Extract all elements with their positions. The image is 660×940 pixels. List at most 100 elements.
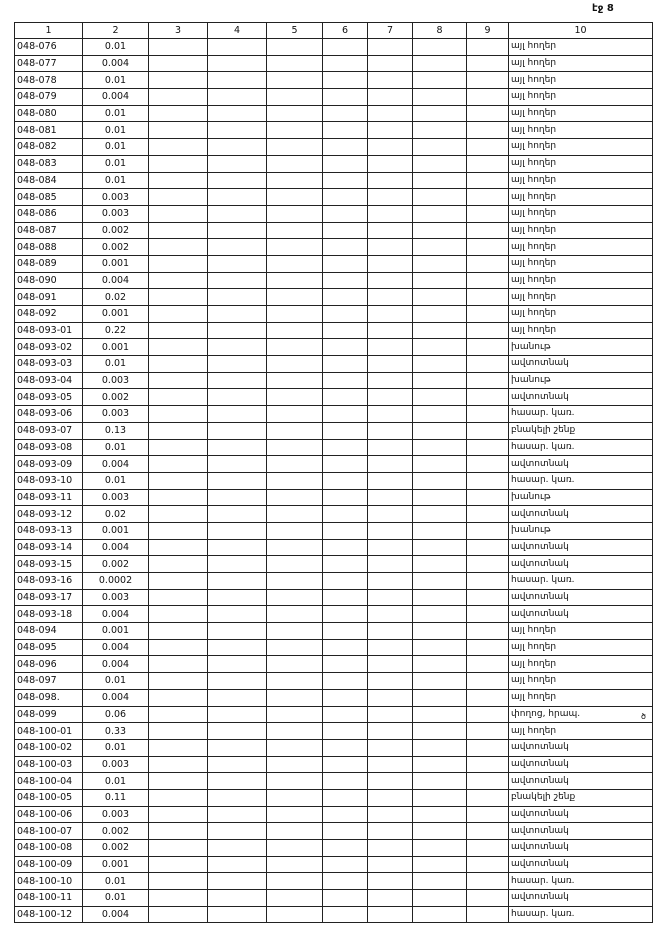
empty-cell (466, 138, 509, 156)
empty-cell (266, 672, 323, 690)
empty-cell (207, 822, 267, 840)
parcel-code: 048-093-02 (14, 338, 83, 357)
area-value: 0.01 (82, 672, 149, 690)
empty-cell (207, 154, 267, 173)
empty-cell (322, 471, 368, 490)
parcel-code: 048-093-05 (14, 388, 83, 407)
table-row: 048-078 0.01 այլ հողեր (14, 71, 653, 90)
table-row: 048-093-17 0.003 ավտոտնակ (14, 588, 653, 607)
empty-cell (367, 788, 413, 807)
parcel-code: 048-100-12 (14, 905, 83, 924)
page-number: էջ 8 (592, 3, 614, 14)
empty-cell (466, 755, 509, 774)
empty-cell (466, 54, 509, 73)
empty-cell (466, 538, 509, 557)
empty-cell (148, 538, 208, 557)
empty-cell (322, 388, 368, 407)
land-use: այլ հողեր (508, 221, 653, 240)
empty-cell (466, 688, 509, 707)
table-row: 048-099 0.06 փողոց, հրապ. (14, 705, 653, 724)
table-row: 048-076 0.01 այլ հողեր (14, 38, 653, 56)
empty-cell (412, 772, 467, 790)
empty-cell (207, 805, 267, 824)
area-value: 0.01 (82, 104, 149, 123)
empty-cell (367, 338, 413, 357)
land-use: ավտոտնակ (508, 355, 653, 373)
parcel-code: 048-090 (14, 271, 83, 290)
empty-cell (207, 254, 267, 273)
empty-cell (367, 521, 413, 540)
empty-cell (266, 104, 323, 123)
land-use: խանութ (508, 521, 653, 540)
empty-cell (148, 288, 208, 306)
empty-cell (207, 121, 267, 140)
empty-cell (367, 655, 413, 674)
empty-cell (266, 405, 323, 423)
empty-cell (367, 238, 413, 256)
area-value: 0.003 (82, 405, 149, 423)
area-value: 0.001 (82, 521, 149, 540)
empty-cell (207, 788, 267, 807)
table-body: 048-076 0.01 այլ հողեր 048-077 0.004 այլ հողե… (14, 38, 653, 924)
table-row: 048-091 0.02 այլ հողեր (14, 288, 653, 306)
empty-cell (322, 705, 368, 724)
column-header: 5 (266, 22, 323, 39)
land-use: ավտոտնակ (508, 889, 653, 907)
empty-cell (266, 905, 323, 924)
empty-cell (207, 889, 267, 907)
area-value: 0.01 (82, 889, 149, 907)
empty-cell (207, 471, 267, 490)
empty-cell (412, 471, 467, 490)
land-use: ավտոտնակ (508, 755, 653, 774)
land-use: այլ հողեր (508, 71, 653, 90)
empty-cell (148, 121, 208, 140)
empty-cell (466, 705, 509, 724)
empty-cell (148, 588, 208, 607)
parcel-code: 048-100-02 (14, 738, 83, 757)
empty-cell (412, 421, 467, 440)
empty-cell (367, 722, 413, 740)
empty-cell (367, 471, 413, 490)
parcel-code: 048-098. (14, 688, 83, 707)
empty-cell (367, 738, 413, 757)
table-row: 048-089 0.001 այլ հողեր (14, 254, 653, 273)
area-value: 0.22 (82, 321, 149, 340)
empty-cell (322, 221, 368, 240)
empty-cell (412, 889, 467, 907)
empty-cell (367, 405, 413, 423)
empty-cell (148, 371, 208, 390)
empty-cell (266, 655, 323, 674)
land-use: այլ հողեր (508, 722, 653, 740)
parcel-code: 048-078 (14, 71, 83, 90)
land-use: այլ հողեր (508, 254, 653, 273)
empty-cell (207, 588, 267, 607)
empty-cell (466, 521, 509, 540)
area-value: 0.004 (82, 638, 149, 657)
area-value: 0.01 (82, 121, 149, 140)
empty-cell (207, 655, 267, 674)
empty-cell (367, 872, 413, 891)
empty-cell (266, 238, 323, 256)
empty-cell (148, 455, 208, 473)
empty-cell (466, 889, 509, 907)
empty-cell (466, 438, 509, 457)
empty-cell (266, 521, 323, 540)
column-header: 9 (466, 22, 509, 39)
empty-cell (148, 788, 208, 807)
empty-cell (367, 254, 413, 273)
empty-cell (466, 188, 509, 206)
empty-cell (148, 254, 208, 273)
empty-cell (322, 421, 368, 440)
area-value: 0.001 (82, 622, 149, 640)
empty-cell (412, 605, 467, 624)
empty-cell (322, 555, 368, 573)
land-use: այլ հողեր (508, 121, 653, 140)
empty-cell (266, 538, 323, 557)
empty-cell (148, 138, 208, 156)
parcel-code: 048-079 (14, 88, 83, 106)
area-value: 0.002 (82, 238, 149, 256)
empty-cell (466, 839, 509, 857)
empty-cell (148, 171, 208, 190)
empty-cell (148, 738, 208, 757)
empty-cell (148, 889, 208, 907)
